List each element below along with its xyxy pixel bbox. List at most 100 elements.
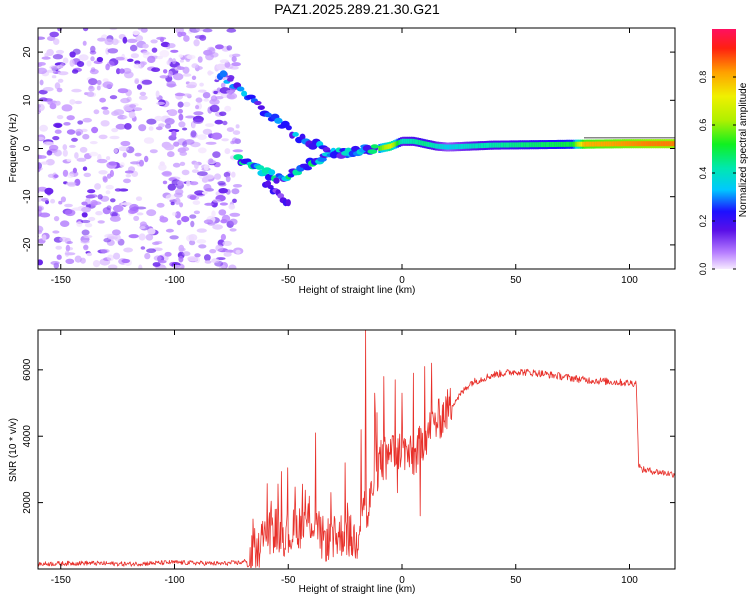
spectrogram-speckle [172,212,177,216]
spectrogram-speckle [120,140,131,147]
spectrogram-speckle [203,219,214,225]
spectrogram-marks [29,28,675,269]
spectrogram-speckle [112,204,124,213]
spectrogram-ridge-core [573,141,576,147]
spectrogram-speckle [65,244,71,252]
spectrogram-speckle [46,150,53,156]
spectrogram-speckle [64,203,73,208]
spectrogram-speckle [231,62,241,67]
spectrogram-speckle [197,56,203,63]
spectrogram-ridge-core [498,142,501,148]
spectrogram-speckle [187,256,199,262]
spectrogram-speckle [155,126,163,131]
spectrogram-speckle [102,81,114,89]
spectrogram-ridge-core [416,139,420,145]
spectrogram-y-axis-label: Frequency (Hz) [8,114,19,183]
spectrogram-speckle [172,264,182,269]
spectrogram-ridge-core [543,142,547,148]
spectrogram-speckle [60,196,66,203]
spectrogram-ridge-core [516,142,520,148]
spectrogram-speckle [65,181,77,186]
spectrogram-speckle [164,251,172,257]
spectrogram-speckle [185,115,196,119]
spectrogram-speckle [146,248,157,253]
spectrogram-ridge-core [503,142,507,148]
spectrogram-speckle [156,202,165,208]
spectrogram-speckle [218,209,227,216]
spectrogram-speckle [165,228,174,233]
spectrogram-upper-branch [299,133,306,141]
spectrogram-speckle [138,233,146,241]
spectrogram-ridge-core [429,142,432,148]
spectrogram-speckle [123,178,131,184]
spectrogram-speckle [109,28,118,31]
spectrogram-speckle [119,68,125,74]
spectrogram-speckle [106,205,112,211]
spectrogram-speckle [40,161,49,165]
spectrogram-speckle [98,170,108,175]
spectrogram-speckle [209,249,217,254]
spectrogram-ridge-core [494,142,498,148]
y-tick-label: 4000 [22,425,33,448]
spectrogram-speckle [207,70,212,76]
spectrogram-speckle [87,194,98,198]
spectrogram-speckle [52,230,60,234]
spectrogram-speckle [177,180,183,186]
spectrogram-ridge-core [578,141,581,147]
spectrogram-ridge-core [378,146,381,151]
y-tick-label: -10 [22,189,33,204]
spectrogram-ridge-core [532,142,536,148]
spectrogram-speckle [62,144,68,151]
spectrogram-ridge-core [463,143,467,149]
spectrogram-ridge-core [511,142,514,148]
spectrogram-speckle [47,36,56,41]
spectrogram-speckle [159,215,165,220]
spectrogram-speckle [186,84,197,89]
spectrogram-lower-branch [255,165,265,170]
spectrogram-ridge-core [614,141,618,147]
spectrogram-speckle [125,174,132,178]
spectrogram-ridge-core [502,142,505,148]
spectrogram-ridge-core [529,142,532,148]
spectrogram-speckle [115,56,125,61]
spectrogram-ridge-core [660,141,663,147]
spectrogram-speckle [49,144,59,151]
spectrogram-speckle [222,120,228,126]
spectrogram-speckle [229,212,241,217]
spectrogram-speckle [197,89,207,93]
spectrogram-speckle [212,151,221,159]
spectrogram-speckle [90,45,96,53]
spectrogram-speckle [84,223,93,228]
spectrogram-speckle [155,90,160,98]
spectrogram-speckle [81,229,90,236]
spectrogram-speckle [38,136,45,141]
spectrogram-ridge-core [667,141,671,147]
spectrogram-ridge-core [642,141,645,147]
x-tick-label: 100 [621,275,638,286]
spectrogram-speckle [156,101,166,105]
spectrogram-speckle [54,82,61,90]
spectrogram-speckle [41,197,49,202]
spectrogram-upper-branch [227,77,234,82]
spectrogram-speckle [53,174,59,179]
spectrogram-speckle [52,54,64,60]
spectrogram-ridge-core [587,141,591,147]
spectrogram-speckle [111,38,119,46]
spectrogram-speckle [173,73,184,81]
spectrogram-speckle [174,197,181,205]
spectrogram-ridge-core [636,141,640,147]
spectrogram-speckle [102,109,110,115]
spectrogram-speckle [64,209,76,217]
spectrogram-speckle [182,93,192,97]
spectrogram-speckle [174,92,185,97]
spectrogram-speckle [226,45,233,51]
spectrogram-speckle [29,155,38,162]
spectrogram-speckle [140,246,146,250]
spectrogram-speckle [54,100,61,106]
spectrogram-speckle [203,164,209,171]
spectrogram-speckle [179,59,184,63]
spectrogram-ridge-core [482,143,485,149]
spectrogram-ridge-core [582,141,585,147]
spectrogram-speckle [161,141,172,149]
